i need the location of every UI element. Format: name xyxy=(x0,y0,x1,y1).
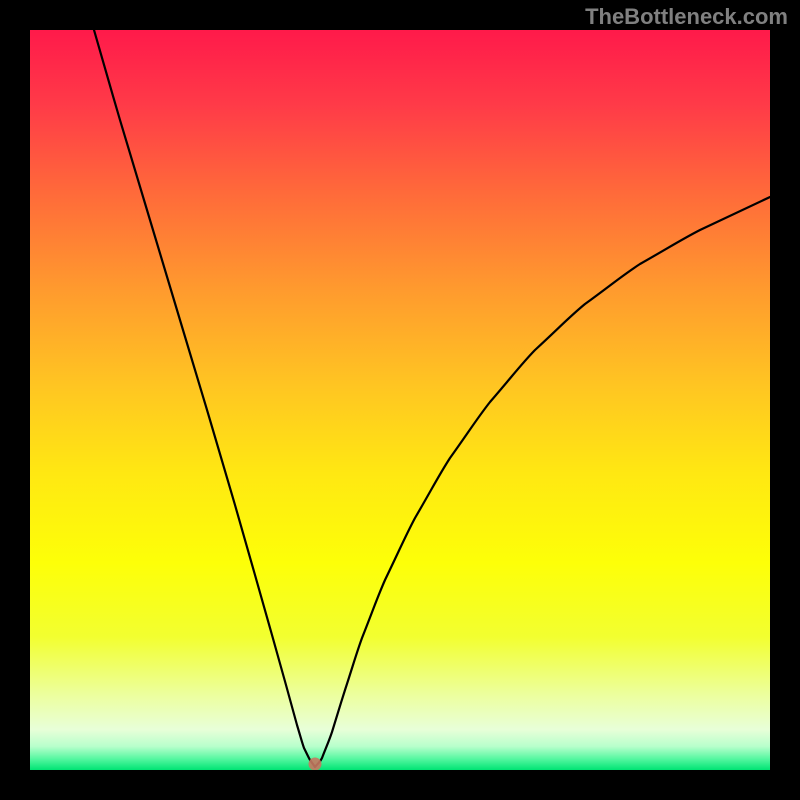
chart-container: TheBottleneck.com xyxy=(0,0,800,800)
curve-right-branch xyxy=(315,197,770,767)
curve-layer xyxy=(30,30,770,770)
watermark-text: TheBottleneck.com xyxy=(585,4,788,30)
minimum-marker xyxy=(309,758,322,771)
plot-area xyxy=(30,30,770,770)
curve-left-branch xyxy=(94,30,315,767)
